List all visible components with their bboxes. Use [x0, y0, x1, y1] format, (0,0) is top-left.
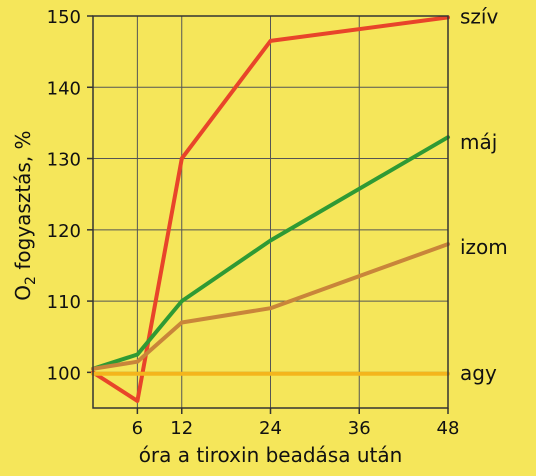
x-tick-label-6: 6: [132, 418, 143, 439]
y-tick-label-140: 140: [47, 78, 81, 99]
y-tick-label-100: 100: [47, 363, 81, 384]
series-line-0: [91, 15, 450, 403]
y-axis-title-post: fogyasztás, %: [11, 130, 35, 276]
x-axis-title: óra a tiroxin beadása után: [139, 443, 403, 467]
x-tick-label-12: 12: [170, 418, 193, 439]
series-label-0: szív: [460, 4, 498, 28]
series-label-1: máj: [460, 130, 497, 154]
series-label-2: izom: [460, 235, 508, 259]
y-tick-label-120: 120: [47, 221, 81, 242]
series-line-2: [91, 242, 450, 371]
series-lines: [91, 15, 450, 403]
x-tick-label-48: 48: [437, 418, 460, 439]
y-axis-title-sub: 2: [23, 276, 39, 285]
y-tick-label-130: 130: [47, 150, 81, 171]
y-axis-title-pre: O: [11, 285, 35, 301]
y-tick-label-150: 150: [47, 7, 81, 28]
series-labels: szív máj izom agy: [460, 4, 508, 384]
series-line-1: [91, 135, 450, 371]
x-tick-label-24: 24: [259, 418, 282, 439]
plot-frame: [92, 15, 449, 409]
tick-labels: 100 110 120 130 140 150 6 12 24 36 48: [47, 7, 460, 439]
y-tick-label-110: 110: [47, 292, 81, 313]
y-axis-title: O2 fogyasztás, %: [11, 130, 39, 300]
series-label-3: agy: [460, 361, 497, 385]
x-tick-label-36: 36: [348, 418, 371, 439]
